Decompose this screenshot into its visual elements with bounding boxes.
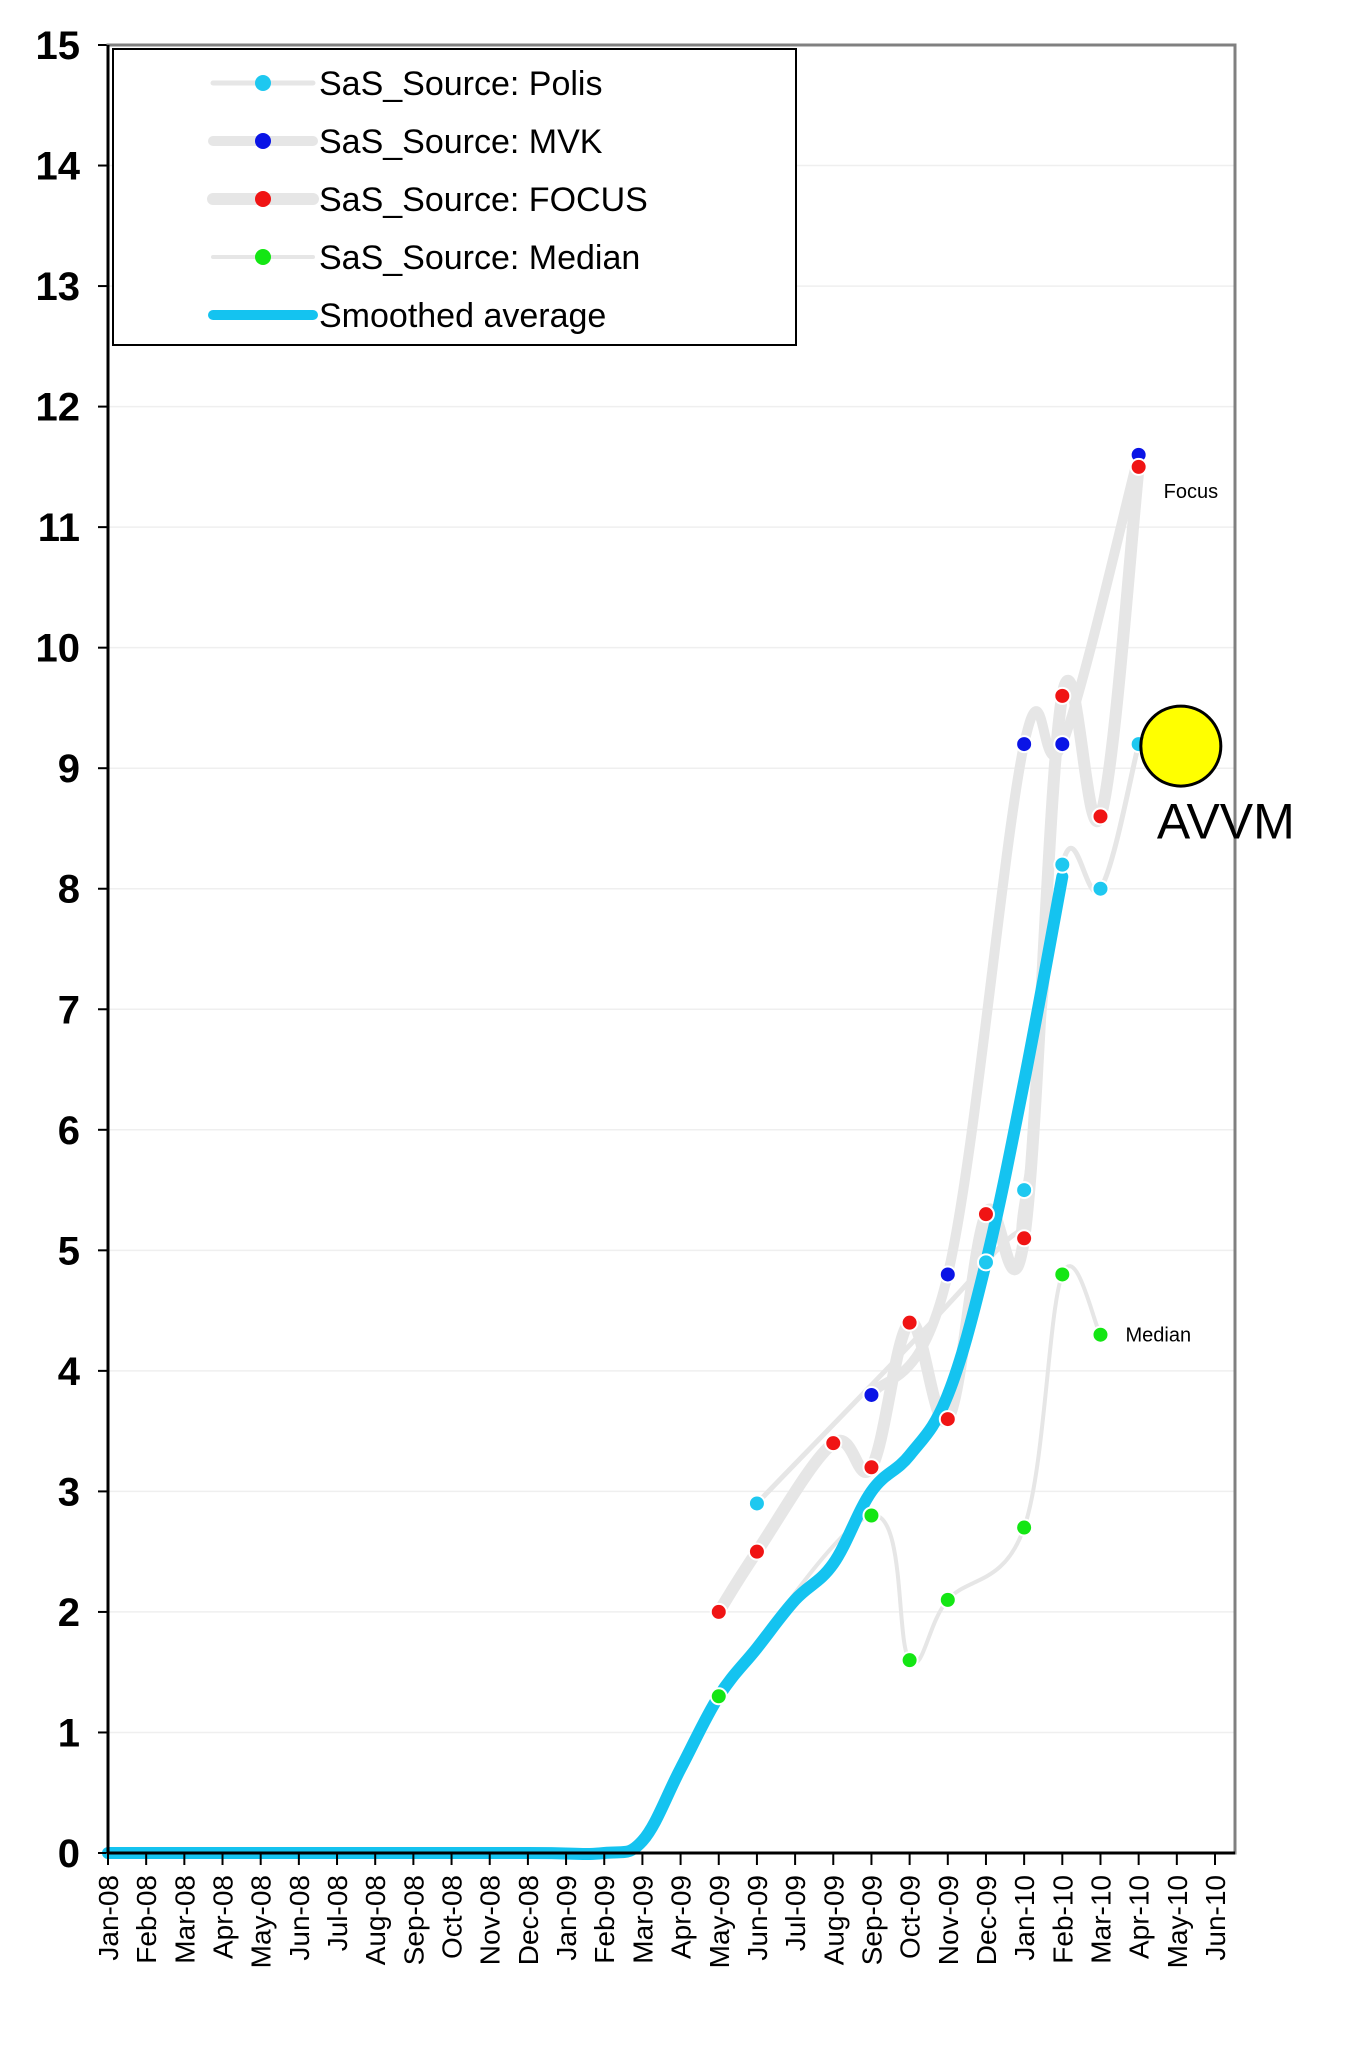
xtick-label: Sep-08 — [398, 1875, 429, 1965]
xtick-label: Feb-10 — [1047, 1875, 1078, 1964]
data-point — [938, 1590, 957, 1609]
xtick-label: Jun-09 — [742, 1875, 773, 1961]
data-markers — [709, 445, 1223, 1706]
xtick-label: May-08 — [246, 1875, 277, 1968]
legend-marker — [255, 191, 271, 207]
xtick-label: Feb-08 — [131, 1875, 162, 1964]
xtick-label: Apr-09 — [666, 1875, 697, 1959]
xtick-label: Jun-10 — [1200, 1875, 1231, 1961]
data-point — [862, 1458, 881, 1477]
data-point — [862, 1385, 881, 1404]
xtick-label: Jul-08 — [322, 1875, 353, 1951]
xtick-label: Feb-09 — [589, 1875, 620, 1964]
smoothed-average-line — [102, 870, 1069, 1860]
data-point — [709, 1602, 728, 1621]
xtick-label: Dec-08 — [513, 1875, 544, 1965]
xtick-label: Nov-08 — [475, 1875, 506, 1965]
xtick-label: Dec-09 — [971, 1875, 1002, 1965]
legend-marker — [255, 133, 271, 149]
data-point — [1091, 1325, 1110, 1344]
ytick-label: 2 — [58, 1591, 80, 1635]
xtick-label: Jan-10 — [1009, 1875, 1040, 1961]
legend-label: SaS_Source: FOCUS — [319, 181, 648, 219]
data-point — [900, 1651, 919, 1670]
ytick-label: 14 — [36, 145, 81, 189]
data-point — [747, 1542, 766, 1561]
ytick-label: 3 — [58, 1470, 80, 1514]
annotation-label: AVVM — [1157, 793, 1295, 849]
legend-marker — [255, 75, 271, 91]
data-point — [1015, 1518, 1034, 1537]
data-point — [1053, 686, 1072, 705]
data-point — [1129, 457, 1148, 476]
ytick-label: 8 — [58, 868, 80, 912]
data-point — [976, 1205, 995, 1224]
xtick-label: May-09 — [704, 1875, 735, 1968]
data-point — [1053, 735, 1072, 754]
legend-label: SaS_Source: MVK — [319, 123, 603, 161]
xtick-label: Jun-08 — [284, 1875, 315, 1961]
smoothed-average-path — [102, 870, 1069, 1860]
ytick-label: 13 — [36, 265, 81, 309]
xtick-label: Apr-08 — [208, 1875, 239, 1959]
avvm-bubble — [1139, 704, 1223, 788]
data-point — [862, 1506, 881, 1525]
xtick-label: Mar-08 — [169, 1875, 200, 1964]
xtick-label: Jan-08 — [93, 1875, 124, 1961]
xtick-label: Oct-09 — [895, 1875, 926, 1959]
data-point — [1091, 807, 1110, 826]
ytick-label: 7 — [58, 988, 80, 1032]
xtick-label: Oct-08 — [437, 1875, 468, 1959]
series-lines — [712, 449, 1145, 1699]
ytick-label: 11 — [38, 506, 80, 550]
data-point — [709, 1687, 728, 1706]
xtick-label: Aug-09 — [818, 1875, 849, 1965]
data-point — [976, 1253, 995, 1272]
xtick-label: Jan-09 — [551, 1875, 582, 1961]
xtick-label: Apr-10 — [1124, 1875, 1155, 1959]
ytick-label: 5 — [58, 1229, 80, 1273]
ytick-label: 9 — [58, 747, 80, 791]
data-point — [747, 1494, 766, 1513]
legend-marker — [255, 249, 271, 265]
data-point — [824, 1434, 843, 1453]
xtick-label: May-10 — [1162, 1875, 1193, 1968]
ytick-label: 1 — [58, 1711, 80, 1755]
data-point — [1053, 855, 1072, 874]
data-point — [1015, 1229, 1034, 1248]
ytick-label: 0 — [58, 1832, 80, 1876]
xtick-label: Nov-09 — [933, 1875, 964, 1965]
annotation-label: Focus — [1164, 481, 1218, 503]
xtick-label: Mar-10 — [1085, 1875, 1116, 1964]
xtick-label: Sep-09 — [856, 1875, 887, 1965]
data-point — [1015, 735, 1034, 754]
legend: SaS_Source: Polis SaS_Source: MVK SaS_Sour… — [112, 48, 797, 346]
xtick-label: Jul-09 — [780, 1875, 811, 1951]
data-point — [938, 1265, 957, 1284]
ytick-label: 4 — [58, 1350, 81, 1394]
ytick-label: 12 — [36, 386, 81, 430]
ytick-label: 15 — [36, 24, 81, 68]
annotations: Focus Median AVVM — [1125, 481, 1294, 1347]
xtick-label: Aug-08 — [360, 1875, 391, 1965]
xtick-label: Mar-09 — [627, 1875, 658, 1964]
data-point — [1053, 1265, 1072, 1284]
annotation-label: Median — [1125, 1325, 1191, 1347]
data-point — [900, 1313, 919, 1332]
legend-label: SaS_Source: Polis — [319, 65, 603, 103]
data-point — [938, 1410, 957, 1429]
legend-label: Smoothed average — [319, 297, 606, 335]
legend-label: SaS_Source: Median — [319, 239, 640, 277]
data-point — [1015, 1181, 1034, 1200]
data-point — [1091, 879, 1110, 898]
ytick-label: 6 — [58, 1109, 80, 1153]
ytick-label: 10 — [36, 627, 81, 671]
